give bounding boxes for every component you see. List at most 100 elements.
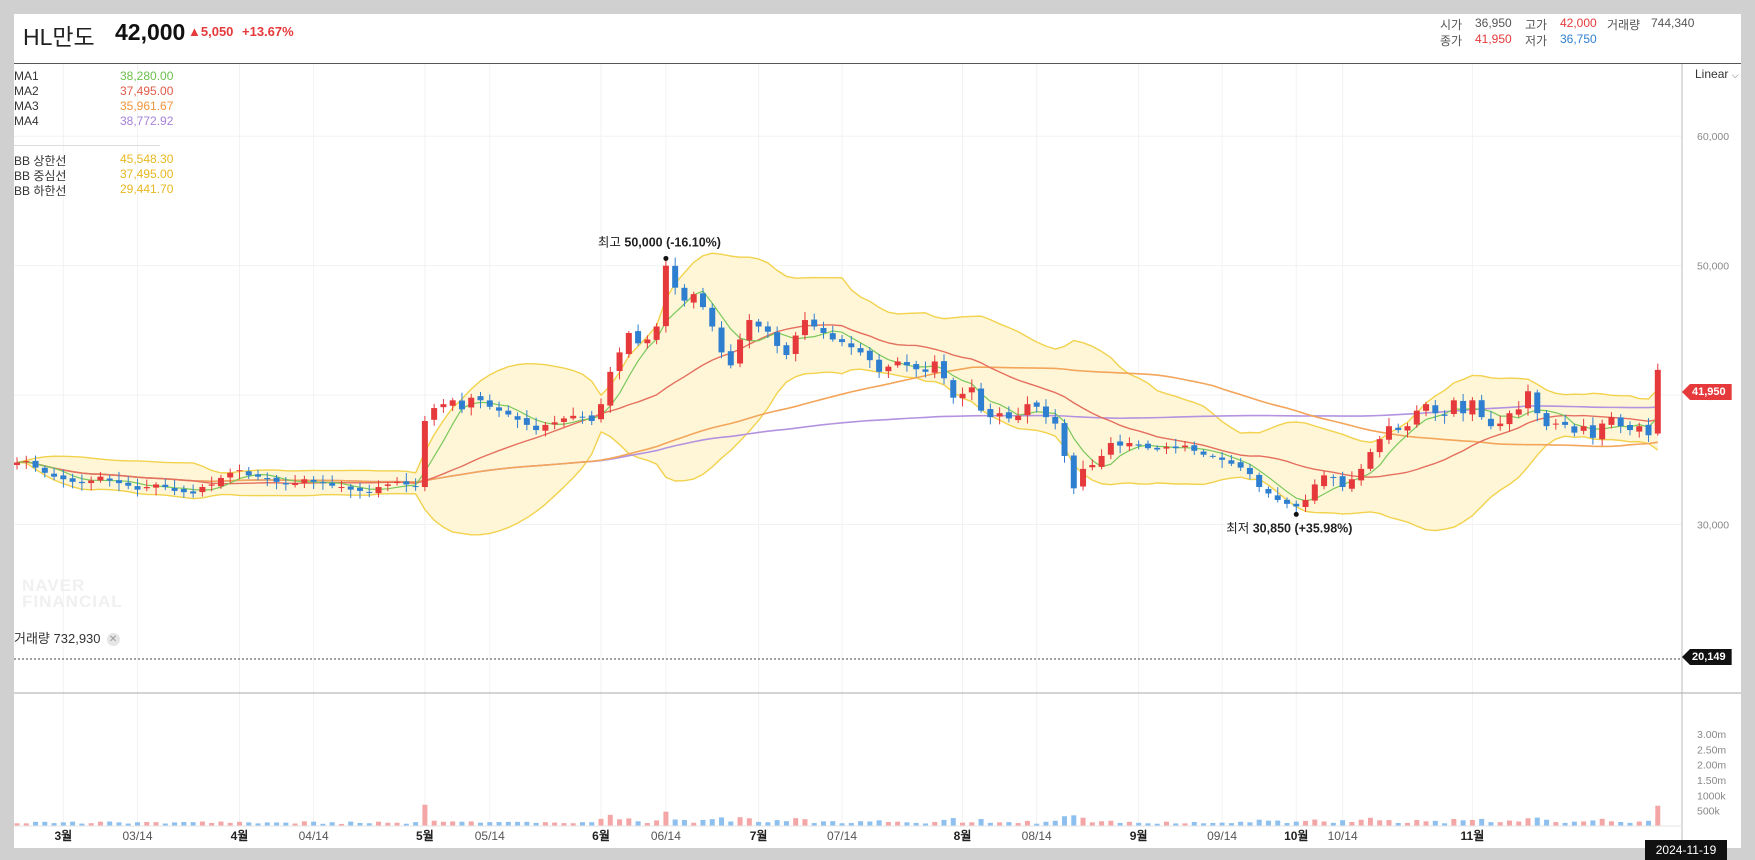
candle-body	[41, 467, 48, 473]
volume-bar	[1636, 821, 1642, 826]
volume-bar	[1590, 820, 1596, 826]
volume-bar	[1442, 823, 1448, 826]
y-tick-label: 60,000	[1697, 131, 1729, 143]
candle-body	[1608, 417, 1615, 425]
candle-body	[153, 484, 160, 488]
x-tick-label: 10월	[1284, 828, 1308, 843]
volume-bar	[1284, 823, 1290, 826]
candle-body	[662, 265, 669, 327]
candle-body	[903, 362, 910, 366]
candle-body	[588, 415, 595, 422]
volume-bar	[1525, 818, 1531, 826]
volume-bar	[830, 821, 836, 826]
close-icon[interactable]: ✕	[106, 633, 120, 646]
volume-bar	[283, 822, 289, 826]
price-chart[interactable]: 최고 50,000 (-16.10%) 최저 30,850 (+35.98%) 30…	[14, 14, 1741, 848]
x-tick-label: 11월	[1461, 828, 1485, 843]
candle-body	[727, 351, 734, 366]
volume-stat: 거래량 744,340	[1607, 16, 1695, 32]
volume-bar	[218, 821, 224, 826]
volume-bar	[1553, 822, 1559, 826]
volume-bar	[1479, 818, 1485, 826]
candle-body	[1460, 400, 1467, 414]
candle-body	[1339, 476, 1346, 488]
candle-body	[894, 361, 901, 366]
candle-body	[1098, 455, 1105, 467]
candle-body	[1534, 392, 1541, 414]
volume-bar	[1506, 820, 1512, 826]
volume-bar	[311, 821, 317, 826]
legend-bb-lower[interactable]: BB 하한선 29,441.70	[14, 182, 174, 198]
volume-bar	[598, 818, 604, 826]
volume-bar	[97, 821, 103, 826]
candle-body	[1367, 452, 1374, 469]
legend-ma3[interactable]: MA3 35,961.67	[14, 99, 174, 113]
candle-body	[811, 319, 818, 327]
candle-body	[644, 339, 651, 344]
candle-body	[23, 461, 30, 463]
legend-ma1[interactable]: MA1 38,280.00	[14, 69, 174, 83]
volume-bar	[672, 819, 678, 826]
x-tick-label: 03/14	[122, 829, 152, 843]
volume-bar	[950, 818, 956, 826]
volume-bar	[848, 823, 854, 826]
volume-bar	[552, 822, 558, 826]
legend-ma4[interactable]: MA4 38,772.92	[14, 114, 174, 128]
volume-bar	[802, 819, 808, 826]
candle-body	[366, 491, 373, 493]
candle-body	[792, 335, 799, 354]
x-tick-label: 8월	[954, 828, 972, 843]
candle-body	[1626, 425, 1633, 431]
volume-bar	[23, 823, 29, 826]
crosshair-price-tag: 20,149	[1682, 649, 1732, 665]
volume-bar	[885, 821, 891, 826]
candle-body	[1376, 439, 1383, 453]
candle-body	[1144, 443, 1151, 449]
candle-body	[60, 475, 67, 480]
candle-body	[227, 472, 234, 478]
candle-body	[913, 364, 920, 370]
volume-bar	[1562, 822, 1568, 826]
volume-bar	[839, 823, 845, 826]
close-stat: 종가 41,950	[1440, 32, 1512, 48]
legend-bb-upper[interactable]: BB 상한선 45,548.30	[14, 152, 174, 168]
volume-bar	[1163, 821, 1169, 826]
volume-tick-label: 1000k	[1697, 790, 1726, 802]
candle-body	[162, 484, 169, 488]
x-tick-label: 09/14	[1207, 829, 1237, 843]
candle-body	[718, 327, 725, 353]
candle-body	[783, 345, 790, 355]
candle-body	[115, 480, 122, 484]
candle-body	[1015, 415, 1022, 421]
volume-bar	[1256, 819, 1262, 826]
volume-bar	[1469, 819, 1475, 826]
candle-body	[245, 471, 252, 476]
candle-body	[922, 369, 929, 372]
candle-body	[449, 400, 456, 406]
candle-body	[421, 421, 428, 488]
volume-bar	[42, 821, 48, 826]
volume-bar	[700, 819, 706, 826]
legend-ma2[interactable]: MA2 37,495.00	[14, 84, 174, 98]
candle-body	[69, 478, 76, 482]
current-price: 42,000	[115, 19, 186, 45]
x-tick-label: 10/14	[1328, 829, 1358, 843]
candle-body	[329, 482, 336, 486]
volume-bar	[88, 823, 94, 826]
volume-bar	[895, 821, 901, 826]
volume-bar	[1312, 819, 1318, 826]
candle-body	[1645, 424, 1652, 436]
volume-bar	[1293, 821, 1299, 826]
candle-body	[968, 387, 975, 393]
candle-body	[699, 293, 706, 308]
scale-selector[interactable]: Linear ⌵	[1695, 67, 1739, 81]
volume-bar	[1544, 819, 1550, 826]
volume-tick-label: 3.00m	[1697, 729, 1726, 741]
legend-bb-middle[interactable]: BB 중심선 37,495.00	[14, 167, 174, 183]
candle-body	[171, 488, 178, 491]
candle-body	[143, 487, 150, 489]
volume-bar	[663, 811, 669, 826]
candle-body	[560, 418, 567, 422]
candle-body	[1126, 443, 1133, 447]
candle-body	[1413, 410, 1420, 425]
